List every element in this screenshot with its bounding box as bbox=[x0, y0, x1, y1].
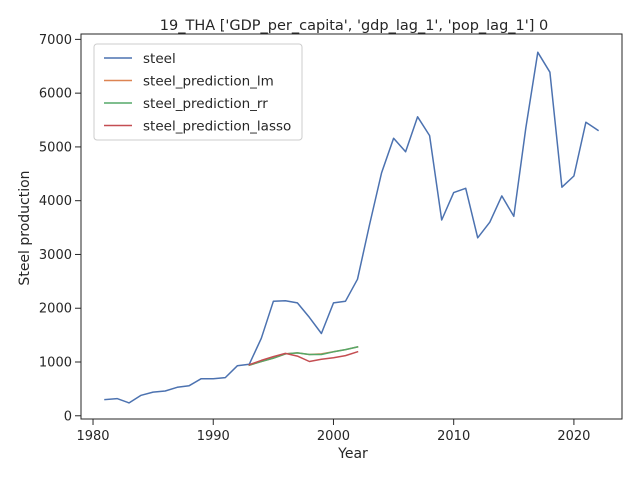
y-tick-label: 3000 bbox=[39, 248, 72, 263]
y-tick-label: 0 bbox=[64, 409, 72, 424]
legend: steel steel_prediction_lm steel_prediction… bbox=[93, 43, 303, 141]
x-axis-title: Year bbox=[337, 446, 368, 462]
y-axis-title: Steel production bbox=[17, 170, 33, 285]
x-tick-label: 1980 bbox=[76, 429, 109, 444]
series-line-steel-prediction-lasso bbox=[248, 350, 359, 366]
y-tick-label: 6000 bbox=[39, 87, 72, 102]
legend-label: steel_prediction_lasso bbox=[143, 119, 291, 135]
series-line-steel-prediction-rr bbox=[248, 346, 359, 367]
x-tick-label: 2020 bbox=[557, 429, 590, 444]
x-tick-label: 2010 bbox=[437, 429, 470, 444]
x-tick-label: 1990 bbox=[197, 429, 230, 444]
legend-label: steel_prediction_rr bbox=[143, 96, 268, 112]
y-tick-label: 4000 bbox=[39, 194, 72, 209]
plot-frame bbox=[80, 33, 623, 420]
legend-box bbox=[93, 43, 303, 141]
legend-label: steel bbox=[143, 51, 176, 67]
y-tick-label: 7000 bbox=[39, 33, 72, 48]
y-tick-label: 1000 bbox=[39, 356, 72, 371]
x-axis: 1980 1990 2000 2010 2020 bbox=[76, 419, 590, 444]
plot-area bbox=[104, 51, 600, 404]
chart-title: 19_THA ['GDP_per_capita', 'gdp_lag_1', '… bbox=[160, 18, 548, 34]
x-tick-label: 2000 bbox=[317, 429, 350, 444]
y-axis: 0 1000 2000 3000 4000 5000 6000 7000 bbox=[39, 33, 81, 424]
series-line-steel bbox=[104, 51, 600, 404]
legend-label: steel_prediction_lm bbox=[143, 74, 274, 90]
y-tick-label: 2000 bbox=[39, 302, 72, 317]
y-tick-label: 5000 bbox=[39, 140, 72, 155]
